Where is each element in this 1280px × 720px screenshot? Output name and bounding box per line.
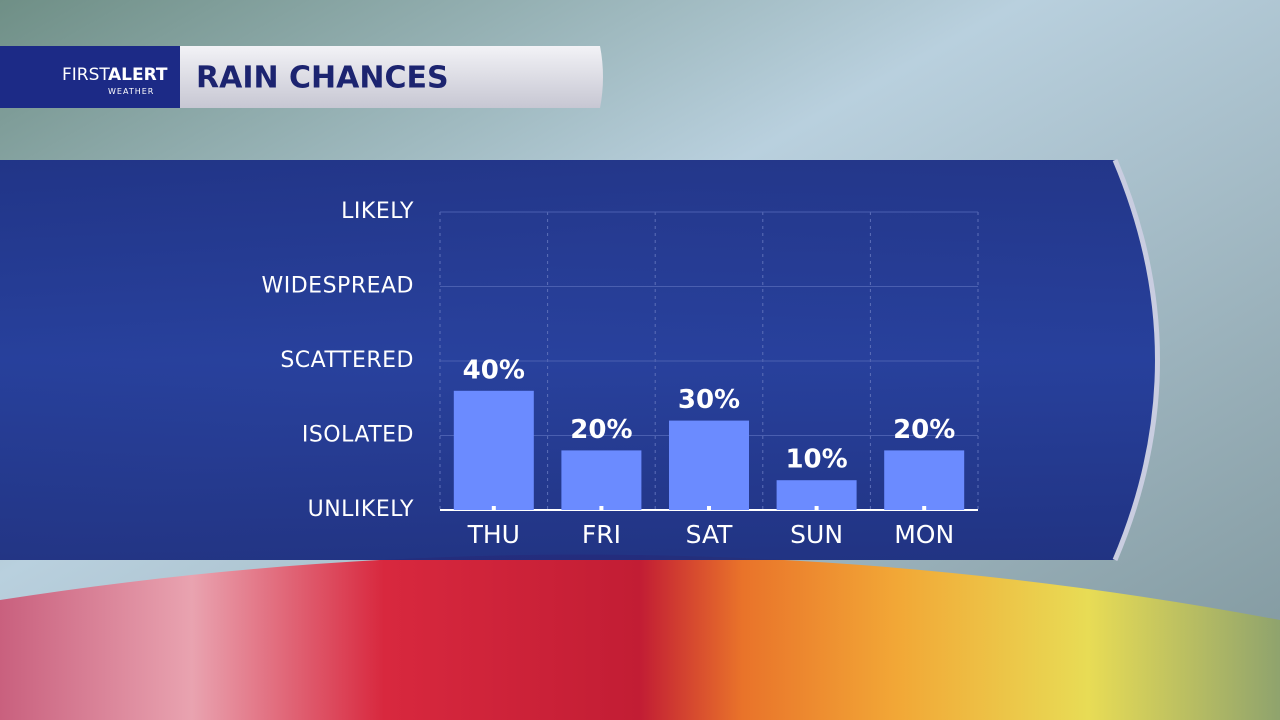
- y-tick-label: LIKELY: [341, 199, 414, 224]
- bar: [669, 420, 749, 510]
- tick-mark: [491, 506, 496, 510]
- chart-title: RAIN CHANCES: [196, 61, 449, 96]
- y-tick-label: UNLIKELY: [308, 497, 414, 522]
- y-tick-label: SCATTERED: [280, 348, 414, 373]
- x-tick-label: MON: [894, 520, 954, 549]
- logo-first: FIRST: [62, 65, 110, 85]
- value-label: 20%: [570, 415, 632, 445]
- x-tick-label: SUN: [790, 520, 843, 549]
- y-tick-label: WIDESPREAD: [262, 274, 415, 299]
- x-tick-label: FRI: [582, 520, 621, 549]
- tick-mark: [599, 506, 604, 510]
- x-tick-label: SAT: [686, 520, 733, 549]
- logo-box: [0, 46, 180, 108]
- umbrella: [0, 554, 1280, 720]
- x-tick-label: THU: [467, 520, 520, 549]
- bar: [884, 450, 965, 510]
- bar: [561, 450, 642, 510]
- logo-sub: WEATHER: [108, 87, 154, 96]
- value-label: 20%: [893, 415, 955, 445]
- panel-edge: [1112, 159, 1160, 561]
- bar: [453, 390, 534, 510]
- tick-mark: [707, 506, 711, 510]
- bar: [776, 480, 857, 510]
- tick-mark: [922, 506, 927, 510]
- value-label: 40%: [463, 355, 525, 385]
- tick-mark: [814, 506, 819, 510]
- logo-alert: ALERT: [108, 65, 168, 85]
- value-label: 30%: [678, 385, 740, 415]
- panel: [0, 160, 1158, 560]
- y-tick-label: ISOLATED: [302, 423, 414, 448]
- value-label: 10%: [785, 445, 847, 475]
